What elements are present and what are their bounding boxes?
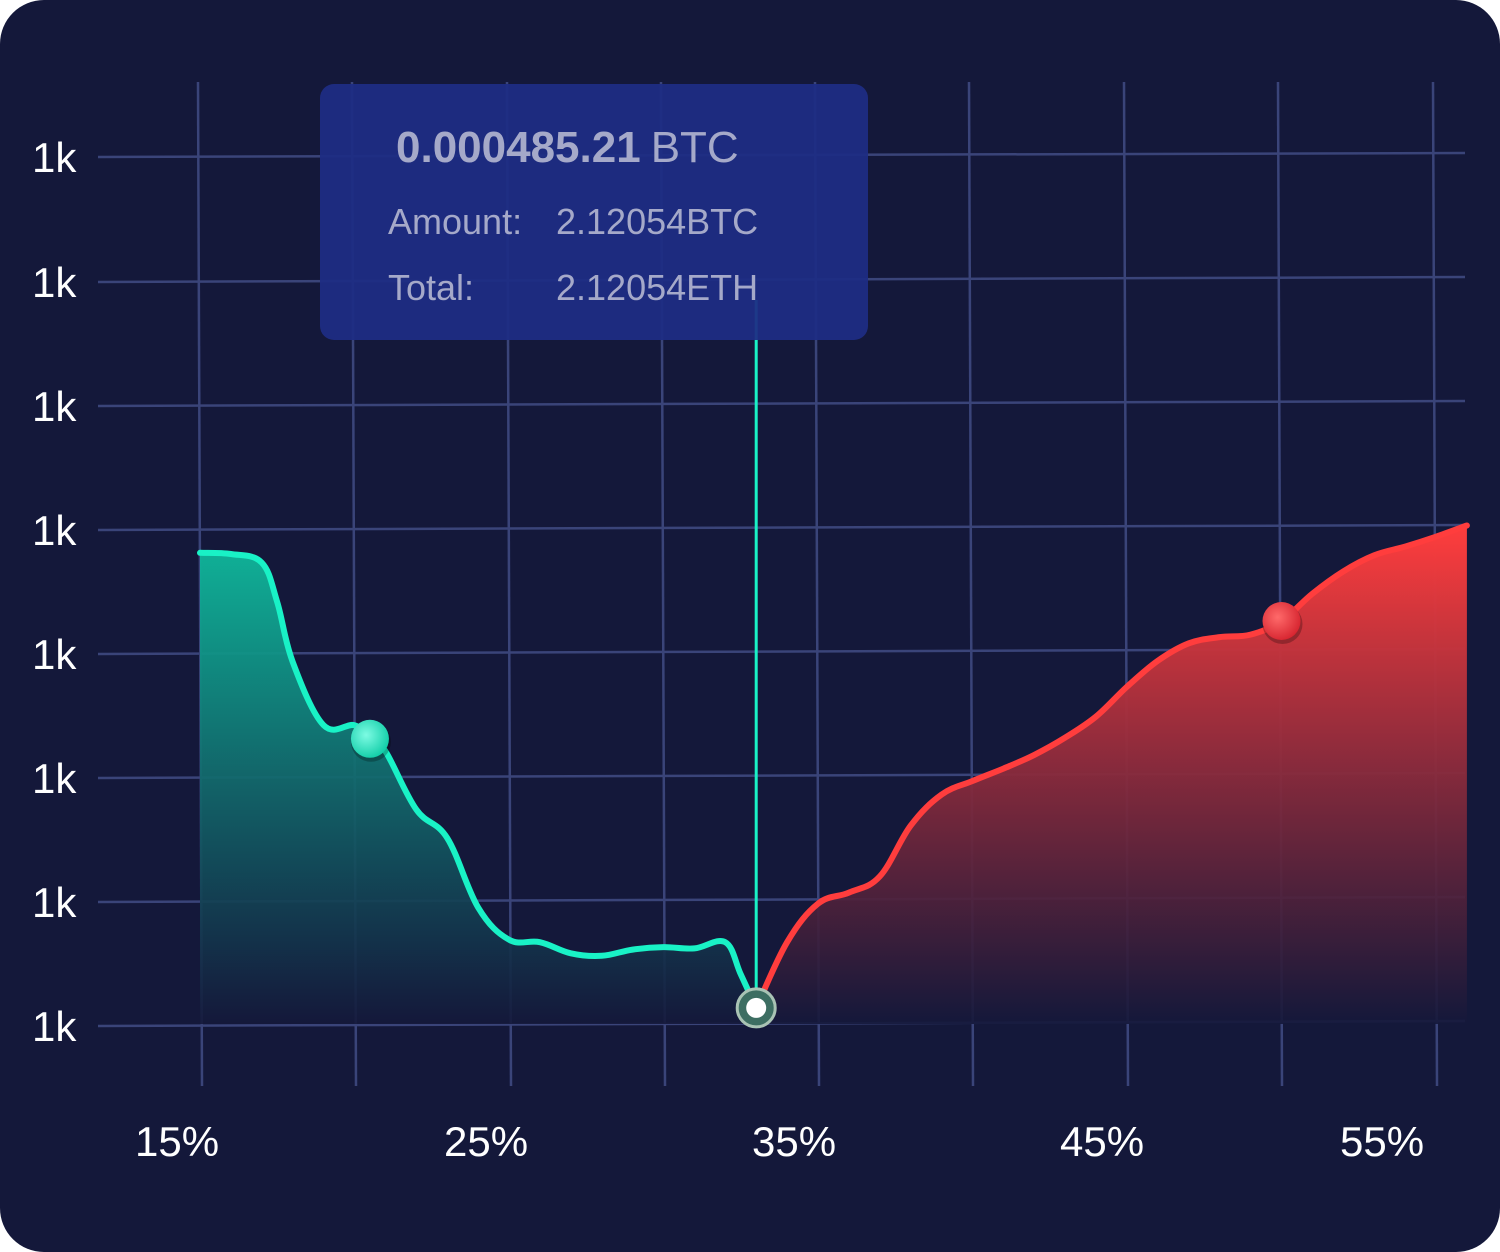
tooltip-total-row: Total: 2.12054ETH	[388, 266, 758, 310]
y-tick-label: 1k	[32, 631, 77, 678]
buy-depth-line	[197, 549, 760, 1011]
sell-depth-line	[753, 522, 1470, 1011]
x-tick-label: 45%	[1060, 1118, 1144, 1165]
buy-depth-area	[200, 552, 757, 1024]
y-tick-label: 1k	[32, 507, 77, 554]
y-tick-label: 1k	[32, 1003, 77, 1050]
price-tooltip: 0.000485.21 BTC Amount: 2.12054BTC Total: 2…	[320, 84, 868, 340]
sell-marker	[1262, 602, 1301, 640]
y-tick-label: 1k	[32, 134, 77, 181]
tooltip-price-unit: BTC	[650, 123, 739, 172]
tooltip-amount-value: 2.12054BTC	[556, 201, 759, 242]
tooltip-price-value: 0.000485.21	[396, 123, 641, 172]
depth-areas	[197, 522, 1470, 1024]
y-axis-tick-labels: 1k 1k 1k 1k 1k 1k 1k 1k	[32, 134, 77, 1050]
tooltip-price: 0.000485.21 BTC	[396, 122, 739, 174]
x-axis-tick-labels: 15% 25% 35% 45% 55%	[135, 1118, 1424, 1165]
buy-marker	[350, 719, 389, 758]
tooltip-amount-row: Amount: 2.12054BTC	[388, 200, 758, 244]
sell-depth-area	[756, 525, 1467, 1024]
tooltip-total-value: 2.12054ETH	[556, 267, 759, 308]
x-tick-label: 25%	[444, 1118, 528, 1165]
y-tick-label: 1k	[32, 259, 77, 306]
selected-point	[746, 997, 767, 1018]
x-tick-label: 55%	[1340, 1118, 1424, 1165]
x-tick-label: 35%	[752, 1118, 836, 1165]
tooltip-total-label: Total:	[388, 267, 475, 308]
y-tick-label: 1k	[32, 879, 77, 926]
grid-line-horizontal	[97, 399, 1466, 408]
grid-line-horizontal	[97, 523, 1466, 532]
x-tick-label: 15%	[135, 1118, 219, 1165]
y-tick-label: 1k	[32, 383, 77, 430]
selection-overlay	[350, 300, 1303, 1029]
tooltip-amount-label: Amount:	[388, 201, 523, 242]
y-tick-label: 1k	[32, 755, 77, 802]
